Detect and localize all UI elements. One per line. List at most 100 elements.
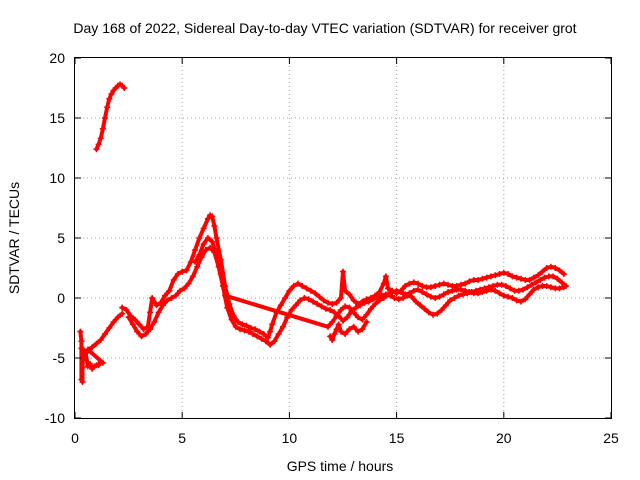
data-point [93, 340, 100, 347]
data-point [329, 319, 336, 325]
data-point [340, 317, 346, 324]
data-point [367, 305, 374, 312]
data-point [355, 314, 362, 321]
data-point [247, 325, 254, 331]
data-point [380, 295, 387, 301]
data-point [552, 265, 559, 271]
data-point [196, 235, 203, 241]
data-point [380, 280, 387, 287]
data-point [361, 299, 368, 306]
data-point [213, 235, 220, 241]
data-point [500, 269, 507, 276]
data-point [93, 146, 100, 153]
x-axis-label: GPS time / hours [287, 458, 394, 474]
data-point [423, 291, 430, 298]
data-point [172, 292, 179, 299]
data-point [417, 302, 424, 309]
data-point [277, 302, 284, 309]
data-point [140, 326, 147, 333]
data-point [99, 359, 106, 366]
data-point [389, 289, 396, 295]
data-point [528, 281, 535, 288]
data-point [496, 271, 503, 277]
data-point [438, 307, 445, 313]
data-point [324, 323, 331, 330]
data-point [333, 326, 340, 333]
data-point [269, 321, 276, 328]
data-point [297, 297, 304, 304]
data-point [234, 319, 241, 325]
data-point [282, 295, 289, 301]
data-point [159, 302, 166, 309]
plot-frame [74, 57, 612, 419]
data-point [517, 275, 524, 282]
data-point [483, 287, 490, 294]
data-point [87, 361, 94, 367]
data-point [337, 295, 344, 301]
data-point [479, 275, 486, 282]
data-point [460, 291, 467, 298]
data-point [294, 280, 301, 287]
data-point [153, 302, 160, 309]
data-point [408, 293, 415, 300]
data-point [292, 302, 299, 309]
data-point [119, 304, 126, 311]
data-point [258, 335, 265, 342]
data-point [194, 263, 201, 270]
data-point [241, 327, 248, 334]
data-point [372, 301, 379, 307]
data-point [318, 303, 325, 310]
data-point [245, 328, 252, 335]
data-point [249, 331, 256, 337]
data-point [138, 333, 145, 340]
data-point [363, 319, 370, 325]
x-tick-label: 20 [496, 430, 512, 446]
data-point [425, 309, 432, 316]
data-point [385, 291, 392, 298]
data-point [271, 338, 278, 345]
data-point [256, 328, 263, 335]
data-point [502, 283, 509, 289]
data-points [77, 81, 569, 385]
data-point [192, 247, 199, 253]
data-point [151, 319, 158, 325]
data-point [337, 307, 344, 313]
data-point [164, 297, 171, 304]
data-point [490, 283, 497, 289]
data-point [147, 309, 154, 316]
data-point [267, 328, 274, 335]
x-tick-label: 15 [389, 430, 405, 446]
data-point [543, 283, 550, 289]
data-point [402, 291, 409, 298]
data-point [252, 326, 259, 333]
data-point [350, 309, 357, 316]
data-point [410, 279, 417, 286]
data-point [487, 286, 494, 293]
data-point [340, 268, 346, 275]
data-point [129, 321, 136, 328]
data-point [301, 295, 308, 301]
data-point [537, 277, 544, 283]
data-point [217, 271, 224, 277]
data-point [505, 293, 512, 300]
data-point [507, 285, 514, 292]
data-point [547, 284, 554, 291]
data-point [123, 307, 130, 313]
data-point [97, 337, 104, 343]
data-point [466, 278, 473, 285]
data-point [475, 277, 482, 283]
y-tick-label: 15 [49, 110, 65, 126]
data-point [316, 293, 323, 300]
grid-layer [75, 58, 611, 418]
data-point [333, 313, 340, 319]
data-point [391, 295, 398, 301]
data-point [314, 301, 321, 307]
axes: 0 5 10 15 20 25 -10 -5 0 5 10 15 20 [45, 50, 619, 446]
data-point [136, 321, 143, 328]
data-point [106, 95, 113, 102]
data-point [331, 331, 338, 337]
data-point [200, 225, 207, 232]
data-point [102, 115, 109, 121]
data-point [346, 291, 353, 298]
data-point [82, 350, 89, 357]
